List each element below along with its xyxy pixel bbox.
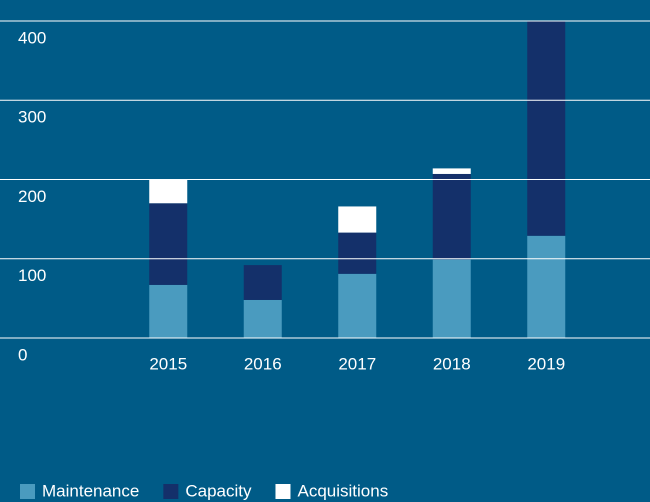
legend-swatch [163, 484, 179, 499]
bar-segment [149, 284, 188, 338]
x-tick-label: 2018 [433, 354, 471, 373]
x-tick-label: 2016 [244, 354, 282, 373]
bar-segment [243, 299, 282, 338]
y-tick-label: 0 [18, 345, 27, 364]
legend-swatch [275, 484, 291, 499]
legend-label: Maintenance [42, 481, 139, 500]
bar-segment [338, 206, 377, 233]
bar-segment [338, 232, 377, 274]
bar-segment [432, 168, 471, 174]
bar-segment [243, 265, 282, 300]
legend-label: Acquisitions [297, 481, 388, 500]
y-tick-label: 300 [18, 108, 46, 127]
bar-segment [432, 259, 471, 338]
bar-segment [338, 273, 377, 338]
legend-swatch [20, 484, 35, 499]
y-tick-label: 400 [18, 28, 46, 47]
x-tick-label: 2015 [149, 354, 187, 373]
legend-label: Capacity [185, 481, 252, 500]
x-tick-label: 2019 [527, 354, 565, 373]
y-tick-label: 200 [18, 187, 46, 206]
bar-segment [149, 203, 188, 285]
y-tick-label: 100 [18, 266, 46, 285]
bar-segment [527, 21, 566, 236]
bar-segment [149, 179, 188, 204]
x-tick-label: 2017 [338, 354, 376, 373]
bar-segment [432, 173, 471, 260]
bar-segment [527, 235, 566, 338]
